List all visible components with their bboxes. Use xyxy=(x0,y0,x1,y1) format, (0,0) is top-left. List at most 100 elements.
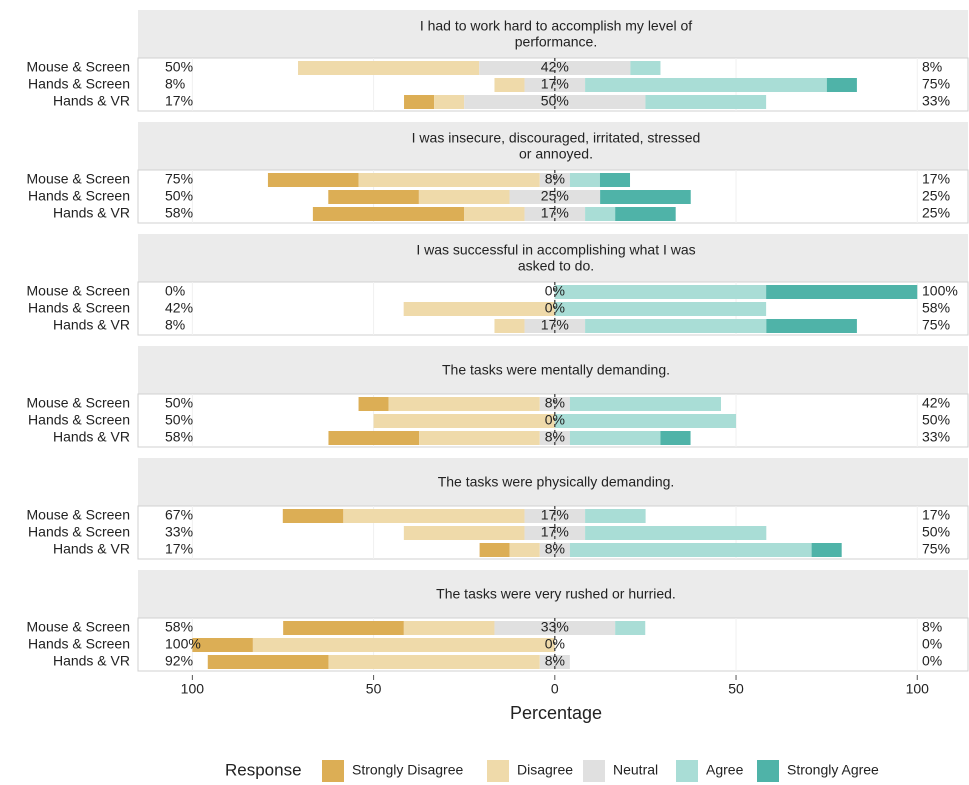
bar-segment xyxy=(600,190,691,204)
bar-segment xyxy=(252,638,555,652)
panel-strip xyxy=(138,458,968,506)
bar-segment xyxy=(766,285,918,299)
bar-segment xyxy=(494,78,525,92)
bar-segment xyxy=(388,397,540,411)
bar-segment xyxy=(615,207,676,221)
bar-segment xyxy=(358,397,389,411)
bar-segment xyxy=(358,173,540,187)
agree-label: 75% xyxy=(922,541,950,557)
agree-label: 33% xyxy=(922,93,950,109)
bar-segment xyxy=(554,302,767,316)
bar-segment xyxy=(494,319,525,333)
agree-label: 25% xyxy=(922,188,950,204)
row-label: Hands & VR xyxy=(53,93,130,109)
row-label: Hands & Screen xyxy=(28,636,130,652)
x-tick-label: 100 xyxy=(181,681,205,697)
bar-segment xyxy=(554,414,737,428)
bar-segment xyxy=(539,173,570,187)
panel-strip xyxy=(138,570,968,618)
agree-label: 0% xyxy=(922,636,942,652)
bar-segment xyxy=(615,621,646,635)
bar-segment xyxy=(630,61,661,75)
agree-label: 25% xyxy=(922,205,950,221)
bar-segment xyxy=(826,78,857,92)
agree-label: 75% xyxy=(922,76,950,92)
disagree-label: 100% xyxy=(165,636,201,652)
agree-label: 50% xyxy=(922,524,950,540)
bar-segment xyxy=(373,414,555,428)
bar-segment xyxy=(283,621,404,635)
bar-segment xyxy=(419,431,540,445)
legend-label: Strongly Disagree xyxy=(352,762,463,778)
panel-title: The tasks were physically demanding. xyxy=(438,474,675,490)
bar-segment xyxy=(509,543,540,557)
agree-label: 0% xyxy=(922,653,942,669)
bar-segment xyxy=(524,509,586,523)
agree-label: 100% xyxy=(922,283,958,299)
bar-segment xyxy=(585,78,827,92)
row-label: Hands & Screen xyxy=(28,76,130,92)
row-label: Mouse & Screen xyxy=(27,507,131,523)
bar-segment xyxy=(312,207,465,221)
row-label: Mouse & Screen xyxy=(27,619,131,635)
disagree-label: 8% xyxy=(165,76,185,92)
x-tick-label: 0 xyxy=(551,681,559,697)
legend-swatch xyxy=(676,760,698,782)
disagree-label: 8% xyxy=(165,317,185,333)
disagree-label: 42% xyxy=(165,300,193,316)
panel-strip xyxy=(138,346,968,394)
legend-swatch xyxy=(583,760,605,782)
disagree-label: 17% xyxy=(165,93,193,109)
legend-swatch xyxy=(487,760,509,782)
disagree-label: 75% xyxy=(165,171,193,187)
bar-segment xyxy=(404,95,435,109)
disagree-label: 0% xyxy=(165,283,185,299)
x-axis-label: Percentage xyxy=(510,703,602,723)
row-label: Hands & Screen xyxy=(28,188,130,204)
bar-segment xyxy=(645,95,767,109)
row-label: Hands & VR xyxy=(53,541,130,557)
bar-segment xyxy=(585,509,646,523)
row-label: Hands & Screen xyxy=(28,412,130,428)
agree-label: 58% xyxy=(922,300,950,316)
panel-title: or annoyed. xyxy=(519,146,593,162)
bar-segment xyxy=(434,95,465,109)
x-tick-label: 100 xyxy=(906,681,930,697)
panel-title: I was successful in accomplishing what I… xyxy=(416,242,695,258)
row-label: Hands & VR xyxy=(53,653,130,669)
disagree-label: 50% xyxy=(165,412,193,428)
panel-strip xyxy=(138,122,968,170)
panel-title: The tasks were mentally demanding. xyxy=(442,362,670,378)
bar-segment xyxy=(267,173,359,187)
agree-label: 42% xyxy=(922,395,950,411)
bar-segment xyxy=(418,190,510,204)
agree-label: 8% xyxy=(922,59,942,75)
panel-title: I was insecure, discouraged, irritated, … xyxy=(412,130,701,146)
bar-segment xyxy=(569,543,812,557)
panel-strip xyxy=(138,234,968,282)
bar-segment xyxy=(585,526,767,540)
agree-label: 75% xyxy=(922,317,950,333)
bar-segment xyxy=(811,543,842,557)
legend-swatch xyxy=(757,760,779,782)
x-tick-label: 50 xyxy=(366,681,382,697)
bar-segment xyxy=(343,509,525,523)
bar-segment xyxy=(464,207,525,221)
row-label: Mouse & Screen xyxy=(27,59,131,75)
bar-segment xyxy=(328,431,420,445)
bar-segment xyxy=(660,431,691,445)
row-label: Hands & Screen xyxy=(28,300,130,316)
row-label: Mouse & Screen xyxy=(27,283,131,299)
bar-segment xyxy=(585,319,767,333)
bar-segment xyxy=(282,509,344,523)
bar-segment xyxy=(298,61,480,75)
bar-segment xyxy=(585,207,616,221)
bar-segment xyxy=(539,397,570,411)
panel-title: The tasks were very rushed or hurried. xyxy=(436,586,676,602)
bar-segment xyxy=(192,638,253,652)
disagree-label: 33% xyxy=(165,524,193,540)
bar-segment xyxy=(554,285,767,299)
disagree-label: 50% xyxy=(165,59,193,75)
row-label: Mouse & Screen xyxy=(27,395,131,411)
